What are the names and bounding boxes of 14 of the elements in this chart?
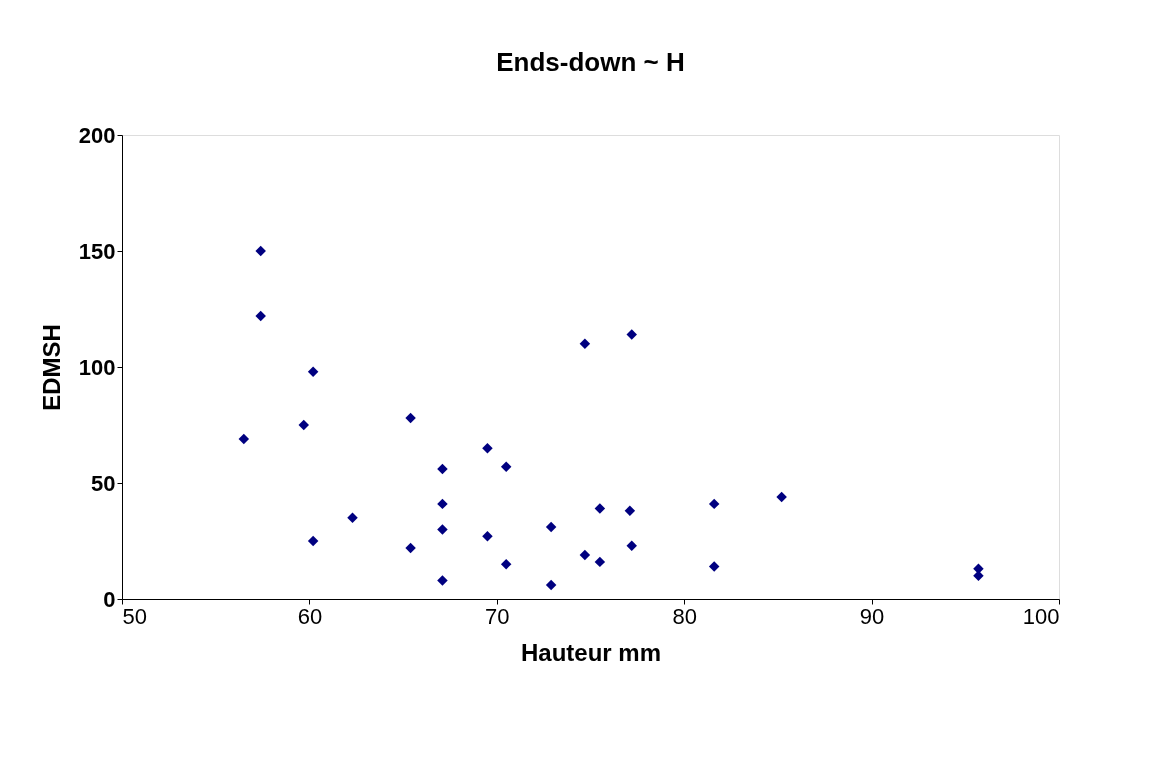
x-tick-label: 50 (122, 603, 147, 629)
x-axis-title: Hauteur mm (520, 638, 662, 666)
x-tick-label: 70 (485, 603, 510, 629)
chart-title: Ends-down ~ H (496, 47, 685, 77)
y-axis-title: EDMSH (37, 324, 65, 411)
x-tick-label: 80 (672, 603, 697, 629)
y-tick-label: 150 (78, 238, 116, 264)
x-tick-label: 90 (859, 603, 885, 629)
x-tick-label: 100 (1022, 603, 1060, 629)
x-tick-label: 60 (297, 603, 323, 629)
y-tick-label: 200 (78, 122, 116, 148)
y-tick-label: 100 (78, 354, 116, 380)
y-tick-label: 0 (103, 586, 116, 612)
y-tick-label: 50 (91, 470, 116, 496)
